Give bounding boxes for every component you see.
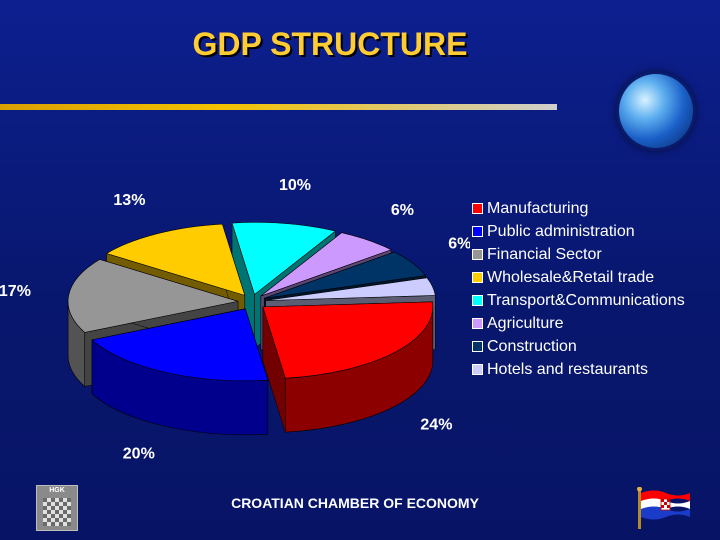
pie-slice-wholesale-retail-trade <box>105 223 246 296</box>
pie-slice-manufacturing <box>262 301 434 379</box>
legend-swatch <box>472 364 483 375</box>
pie-slice-agriculture <box>260 232 392 297</box>
chart-legend: Manufacturing Public administration Financ… <box>472 197 685 381</box>
legend-item: Transport&Communications <box>472 289 685 312</box>
pie-data-label: 10% <box>279 177 311 194</box>
legend-label: Manufacturing <box>487 199 589 217</box>
pie-data-label: 17% <box>0 283 31 300</box>
legend-swatch <box>472 295 483 306</box>
legend-label: Construction <box>487 337 577 355</box>
legend-swatch <box>472 249 483 260</box>
pie-chart: 24%20%17%13%10%6%6%4% <box>0 177 470 462</box>
pie-slice-hotels-and-restaurants <box>265 277 436 301</box>
pie-data-label: 24% <box>420 416 452 433</box>
legend-swatch <box>472 341 483 352</box>
legend-swatch <box>472 272 483 283</box>
title-underline <box>0 104 557 110</box>
legend-item: Hotels and restaurants <box>472 358 685 381</box>
hgk-logo-icon: HGK <box>36 485 78 531</box>
pie-tops <box>67 222 436 382</box>
globe-icon <box>619 74 693 148</box>
pie-data-label: 6% <box>391 202 414 219</box>
legend-item: Wholesale&Retail trade <box>472 266 685 289</box>
legend-swatch <box>472 203 483 214</box>
pie-slice-public-administration <box>91 308 269 382</box>
legend-label: Public administration <box>487 222 635 240</box>
pie-slice-construction <box>264 251 427 299</box>
checkerboard-emblem <box>43 498 71 526</box>
legend-label: Hotels and restaurants <box>487 360 648 378</box>
legend-item: Public administration <box>472 220 685 243</box>
pie-data-label: 20% <box>123 446 155 463</box>
footer-text: CROATIAN CHAMBER OF ECONOMY <box>231 495 479 511</box>
slide-title: GDP STRUCTURE <box>192 26 468 62</box>
legend-item: Agriculture <box>472 312 685 335</box>
legend-label: Financial Sector <box>487 245 602 263</box>
pie-slice-financial-sector <box>67 259 239 333</box>
croatian-flag-icon <box>637 487 690 529</box>
legend-swatch <box>472 226 483 237</box>
legend-label: Wholesale&Retail trade <box>487 268 655 286</box>
legend-item: Financial Sector <box>472 243 685 266</box>
pie-slice-transport-communications <box>231 222 337 295</box>
legend-swatch <box>472 318 483 329</box>
legend-label: Agriculture <box>487 314 564 332</box>
legend-item: Construction <box>472 335 685 358</box>
legend-item: Manufacturing <box>472 197 685 220</box>
pie-labels: 24%20%17%13%10%6%6%4% <box>0 177 470 462</box>
legend-label: Transport&Communications <box>487 291 685 309</box>
hgk-logo-text: HGK <box>49 487 65 494</box>
pie-data-label: 6% <box>448 236 470 253</box>
pie-data-label: 13% <box>113 192 145 209</box>
